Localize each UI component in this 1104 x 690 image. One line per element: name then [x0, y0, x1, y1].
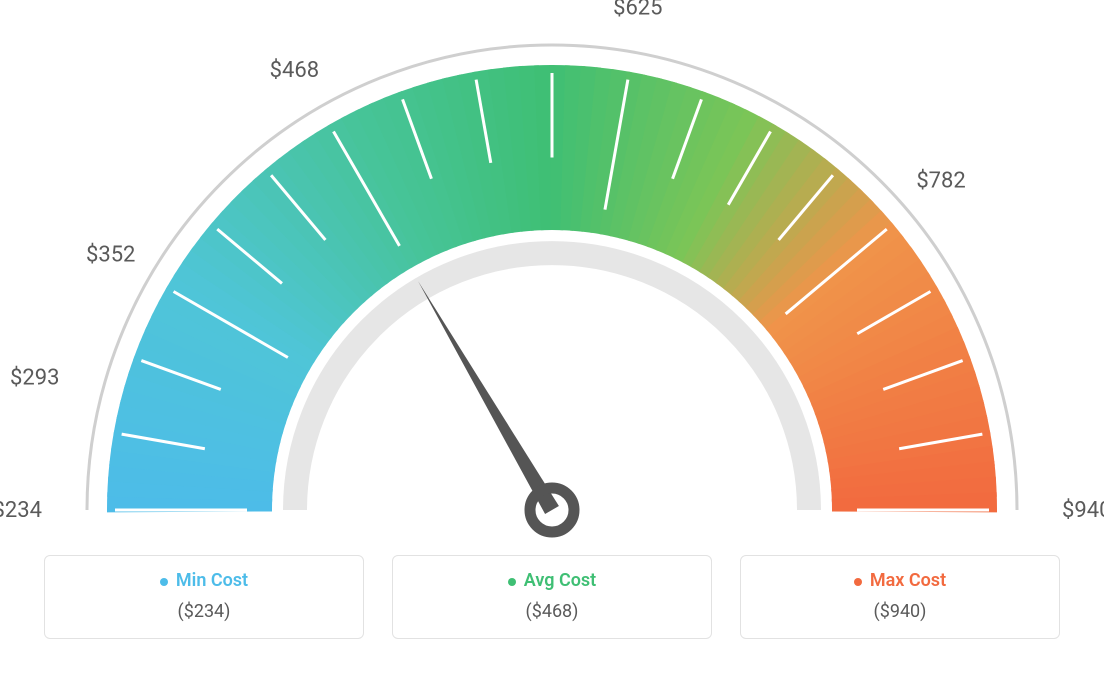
legend-dot-min: [160, 578, 168, 586]
legend-dot-max: [854, 578, 862, 586]
gauge-tick-label: $625: [613, 0, 662, 20]
legend-value-min: ($234): [55, 601, 353, 622]
legend-title-min: Min Cost: [55, 570, 353, 591]
gauge-tick-label: $234: [0, 498, 42, 523]
legend-title-max: Max Cost: [751, 570, 1049, 591]
legend-card-avg: Avg Cost ($468): [392, 555, 712, 639]
legend-row: Min Cost ($234) Avg Cost ($468) Max Cost…: [0, 555, 1104, 639]
legend-label-avg: Avg Cost: [524, 570, 596, 591]
gauge-chart: $234 $293 $352 $468 $625 $782 $940: [0, 0, 1104, 555]
legend-label-min: Min Cost: [176, 570, 248, 591]
gauge-container: $234 $293 $352 $468 $625 $782 $940: [0, 0, 1104, 555]
gauge-hub: [530, 488, 574, 532]
legend-card-max: Max Cost ($940): [740, 555, 1060, 639]
legend-card-min: Min Cost ($234): [44, 555, 364, 639]
gauge-tick-label: $352: [86, 242, 135, 267]
legend-label-max: Max Cost: [870, 570, 946, 591]
legend-value-avg: ($468): [403, 601, 701, 622]
legend-dot-avg: [508, 578, 516, 586]
gauge-tick-label: $940: [1062, 498, 1104, 523]
legend-title-avg: Avg Cost: [403, 570, 701, 591]
gauge-tick-label: $468: [270, 58, 319, 83]
gauge-tick-label: $782: [916, 168, 965, 193]
gauge-tick-label: $293: [10, 366, 59, 391]
gauge-needle: [418, 281, 559, 514]
legend-value-max: ($940): [751, 601, 1049, 622]
